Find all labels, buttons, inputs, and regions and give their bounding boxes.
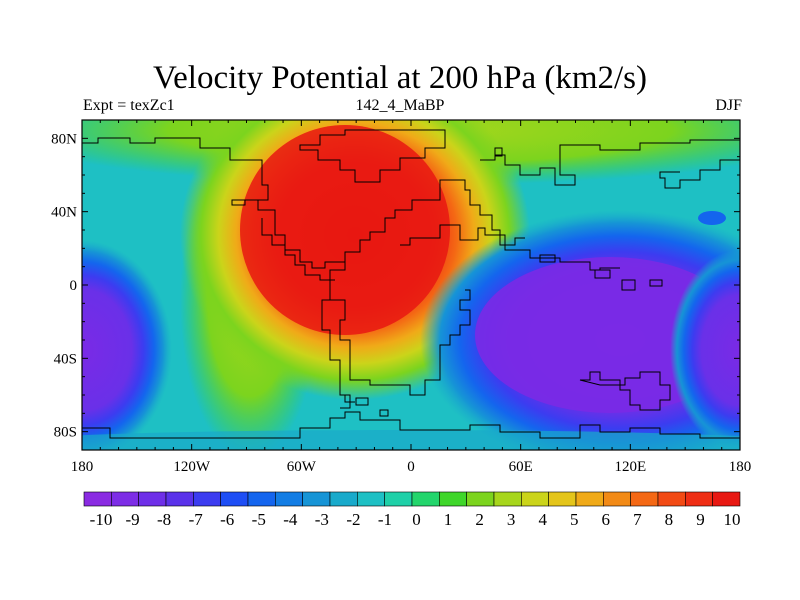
colorbar-label: -6 bbox=[220, 510, 234, 529]
negative-center-west bbox=[82, 240, 172, 450]
colorbar-label: -4 bbox=[283, 510, 298, 529]
colorbar-swatch bbox=[193, 491, 221, 507]
x-tick-label: 60E bbox=[509, 459, 533, 475]
colorbar-swatch bbox=[630, 491, 659, 507]
colorbar-label: 3 bbox=[507, 510, 516, 529]
colorbar-swatch bbox=[548, 491, 577, 507]
colorbar-label: -2 bbox=[346, 510, 360, 529]
south-america-coast bbox=[261, 218, 355, 409]
x-tick-label: 60W bbox=[287, 459, 317, 475]
colorbar-label: 6 bbox=[602, 510, 611, 529]
colorbar-label: -3 bbox=[315, 510, 329, 529]
case-label: 142_4_MaBP bbox=[355, 97, 445, 114]
colorbar-swatch bbox=[411, 491, 440, 507]
north-pacific-low bbox=[698, 211, 726, 225]
colorbar-label: 4 bbox=[538, 510, 547, 529]
colorbar-label: 2 bbox=[475, 510, 484, 529]
colorbar-swatch bbox=[83, 491, 112, 507]
chart-title: Velocity Potential at 200 hPa (km2/s) bbox=[152, 60, 648, 96]
colorbar-label: 0 bbox=[412, 510, 421, 529]
colorbar-swatch bbox=[384, 491, 413, 507]
y-tick-label: 40N bbox=[51, 205, 77, 221]
colorbar-swatch bbox=[357, 491, 385, 507]
colorbar-label: 7 bbox=[633, 510, 642, 529]
colorbar-label: -7 bbox=[189, 510, 204, 529]
colorbar-swatch bbox=[329, 491, 358, 507]
antarctica-coast bbox=[82, 411, 740, 439]
plot-area bbox=[82, 120, 740, 450]
y-tick-label: 80N bbox=[51, 131, 77, 147]
colorbar-swatch bbox=[302, 491, 331, 507]
europe-africa-coast bbox=[329, 224, 620, 396]
colorbar-swatch bbox=[111, 491, 139, 507]
colorbar-swatch bbox=[247, 491, 276, 507]
colorbar-swatch bbox=[220, 491, 249, 507]
colorbar-label: 9 bbox=[696, 510, 705, 529]
x-tick-label: 180 bbox=[71, 459, 94, 475]
colorbar-swatch bbox=[466, 491, 495, 507]
coastlines bbox=[82, 129, 740, 439]
colorbar-swatch bbox=[439, 491, 467, 507]
colorbar-swatch bbox=[575, 491, 604, 507]
greenland-coast bbox=[299, 129, 446, 183]
y-tick-label: 40S bbox=[54, 351, 77, 367]
colorbar-label: 5 bbox=[570, 510, 579, 529]
australia-coast bbox=[579, 371, 671, 411]
colorbar-swatch bbox=[657, 491, 686, 507]
axis-labels: 180 120W 60W 0 60E 120E 180 80N 40N 0 40S 80S bbox=[51, 131, 751, 475]
colorbar-label: 1 bbox=[444, 510, 453, 529]
colorbar-swatch bbox=[603, 491, 631, 507]
colorbar-label: -5 bbox=[252, 510, 266, 529]
colorbar-label: -10 bbox=[90, 510, 113, 529]
colorbar: -10 -9 -8 -7 -6 -5 -4 -3 -2 -1 0 1 2 3 4 5 6 7 8 9 10 bbox=[83, 491, 741, 529]
colorbar-swatch bbox=[521, 491, 549, 507]
axis-ticks bbox=[81, 119, 741, 451]
north-america-coast bbox=[82, 137, 525, 269]
colorbar-label: 10 bbox=[724, 510, 741, 529]
x-tick-label: 120W bbox=[173, 459, 211, 475]
y-tick-label: 0 bbox=[70, 278, 78, 294]
south-band bbox=[82, 430, 740, 450]
experiment-label: Expt = texZc1 bbox=[83, 97, 175, 114]
y-tick-label: 80S bbox=[54, 425, 77, 441]
x-tick-label: 120E bbox=[614, 459, 646, 475]
colorbar-swatch bbox=[712, 491, 741, 507]
season-label: DJF bbox=[715, 97, 742, 114]
colorbar-label: 8 bbox=[665, 510, 674, 529]
islands-coast bbox=[355, 147, 663, 417]
colorbar-label: -9 bbox=[125, 510, 139, 529]
x-tick-label: 180 bbox=[729, 459, 752, 475]
eurasia-coast bbox=[480, 139, 740, 189]
colorbar-swatch bbox=[493, 491, 522, 507]
colorbar-swatch bbox=[685, 491, 713, 507]
colorbar-swatch bbox=[138, 491, 167, 507]
positive-core bbox=[240, 125, 450, 335]
colorbar-label: -1 bbox=[378, 510, 392, 529]
colorbar-label: -8 bbox=[157, 510, 171, 529]
negative-center-east bbox=[670, 250, 740, 450]
colorbar-swatch bbox=[275, 491, 303, 507]
colorbar-swatch bbox=[165, 491, 194, 507]
x-tick-label: 0 bbox=[407, 459, 415, 475]
